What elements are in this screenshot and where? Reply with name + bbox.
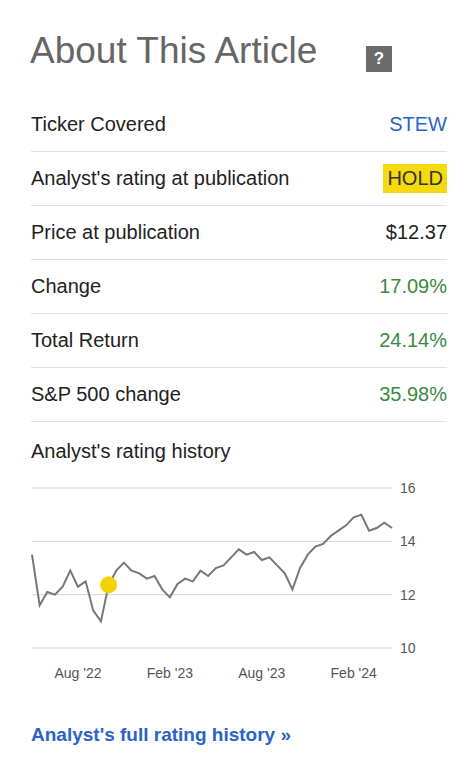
html-text:35.98%: 35.98%	[379, 383, 447, 405]
html-text:S&P 500 change: S&P 500 change	[31, 383, 181, 405]
svg-text:12: 12	[400, 587, 416, 603]
html-text:STEW: STEW	[389, 113, 447, 135]
html-text:$12.37: $12.37	[385, 221, 447, 243]
svg-text:Aug '23: Aug '23	[238, 665, 285, 681]
html-text:Analyst's full rating history: Analyst's full rating history »	[31, 724, 291, 745]
html-text:About This Article: About This Article	[30, 30, 318, 71]
html-text:Total Return: Total Return	[31, 329, 139, 351]
svg-text:16: 16	[400, 480, 416, 496]
html-text:17.09%: 17.09%	[379, 275, 447, 297]
html-text:HOLD: HOLD	[387, 167, 443, 189]
svg-text:14: 14	[400, 533, 416, 549]
svg-text:Feb '24: Feb '24	[331, 665, 377, 681]
html-text:Analyst's rating at publicatio: Analyst's rating at publication	[31, 167, 290, 189]
html-text:Analyst's rating history: Analyst's rating history	[31, 440, 231, 462]
html-text:Change: Change	[31, 275, 102, 297]
svg-text:Aug '22: Aug '22	[54, 665, 101, 681]
html-text:24.14%: 24.14%	[379, 329, 447, 351]
svg-text:Feb '23: Feb '23	[147, 665, 193, 681]
html-text:Ticker Covered: Ticker Covered	[31, 113, 166, 135]
svg-text:10: 10	[400, 640, 416, 656]
html-text:Price at publication: Price at publication	[31, 221, 200, 243]
